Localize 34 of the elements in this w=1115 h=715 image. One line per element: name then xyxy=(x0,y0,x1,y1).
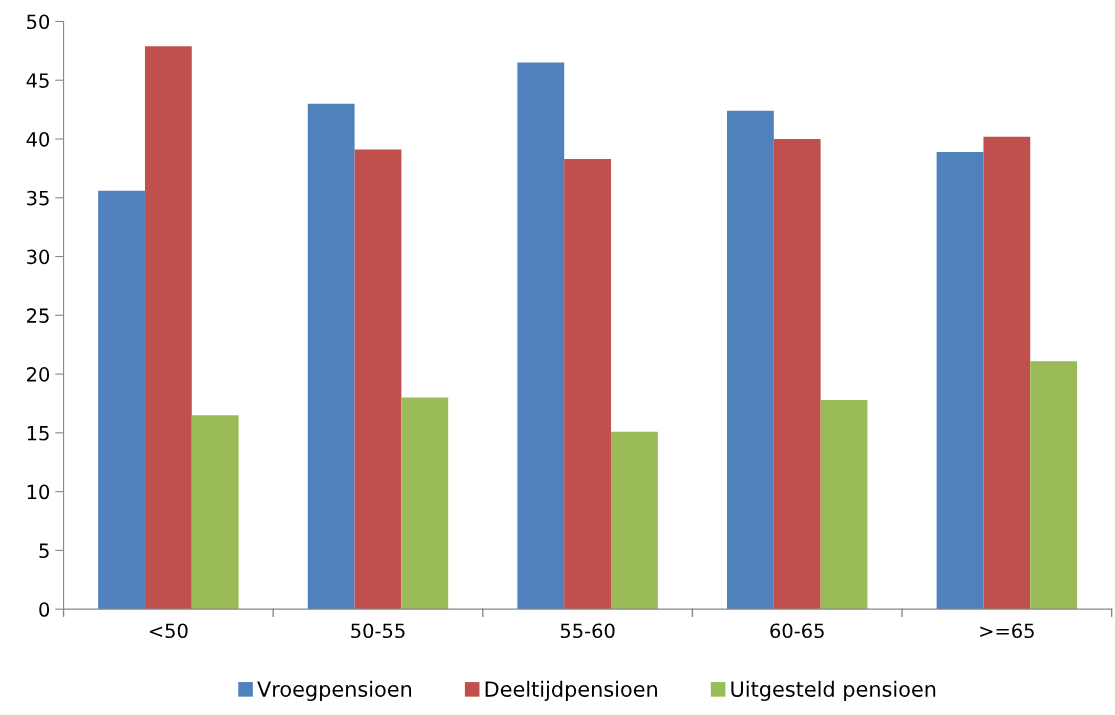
y-tick-label: 30 xyxy=(27,249,50,265)
legend-label: Uitgesteld pensioen xyxy=(731,680,936,701)
bar xyxy=(517,62,565,610)
y-tick-label: 40 xyxy=(26,131,50,147)
y-tick-label: 15 xyxy=(27,426,49,441)
y-tick-label: 25 xyxy=(27,308,49,323)
y-tick-label: 45 xyxy=(26,73,49,88)
y-tick-label: 5 xyxy=(39,543,49,559)
bar xyxy=(401,397,449,610)
x-tick-label: >=65 xyxy=(980,623,1034,639)
bar xyxy=(611,431,658,610)
bar xyxy=(307,103,355,610)
x-tick-label: <50 xyxy=(149,623,188,639)
bar xyxy=(773,139,821,610)
y-tick-label: 0 xyxy=(39,602,50,617)
legend-label: Deeltijdpensioen xyxy=(485,680,657,701)
bar xyxy=(564,158,612,610)
bar xyxy=(191,415,239,610)
bar xyxy=(144,46,192,610)
y-tick-label: 20 xyxy=(27,367,50,382)
bar xyxy=(1030,361,1078,610)
bar xyxy=(354,149,402,610)
y-tick-label: 50 xyxy=(27,14,50,30)
bar xyxy=(936,151,984,610)
bar xyxy=(727,110,774,610)
bar xyxy=(983,136,1031,610)
bar xyxy=(98,190,145,610)
legend-label: Vroegpensioen xyxy=(257,680,412,701)
y-tick-label: 10 xyxy=(27,484,50,500)
x-tick-label: 50-55 xyxy=(351,623,405,639)
x-tick-label: 55-60 xyxy=(560,623,615,639)
bar xyxy=(820,399,868,610)
y-tick-label: 35 xyxy=(27,190,49,206)
x-tick-label: 60-65 xyxy=(770,623,824,639)
